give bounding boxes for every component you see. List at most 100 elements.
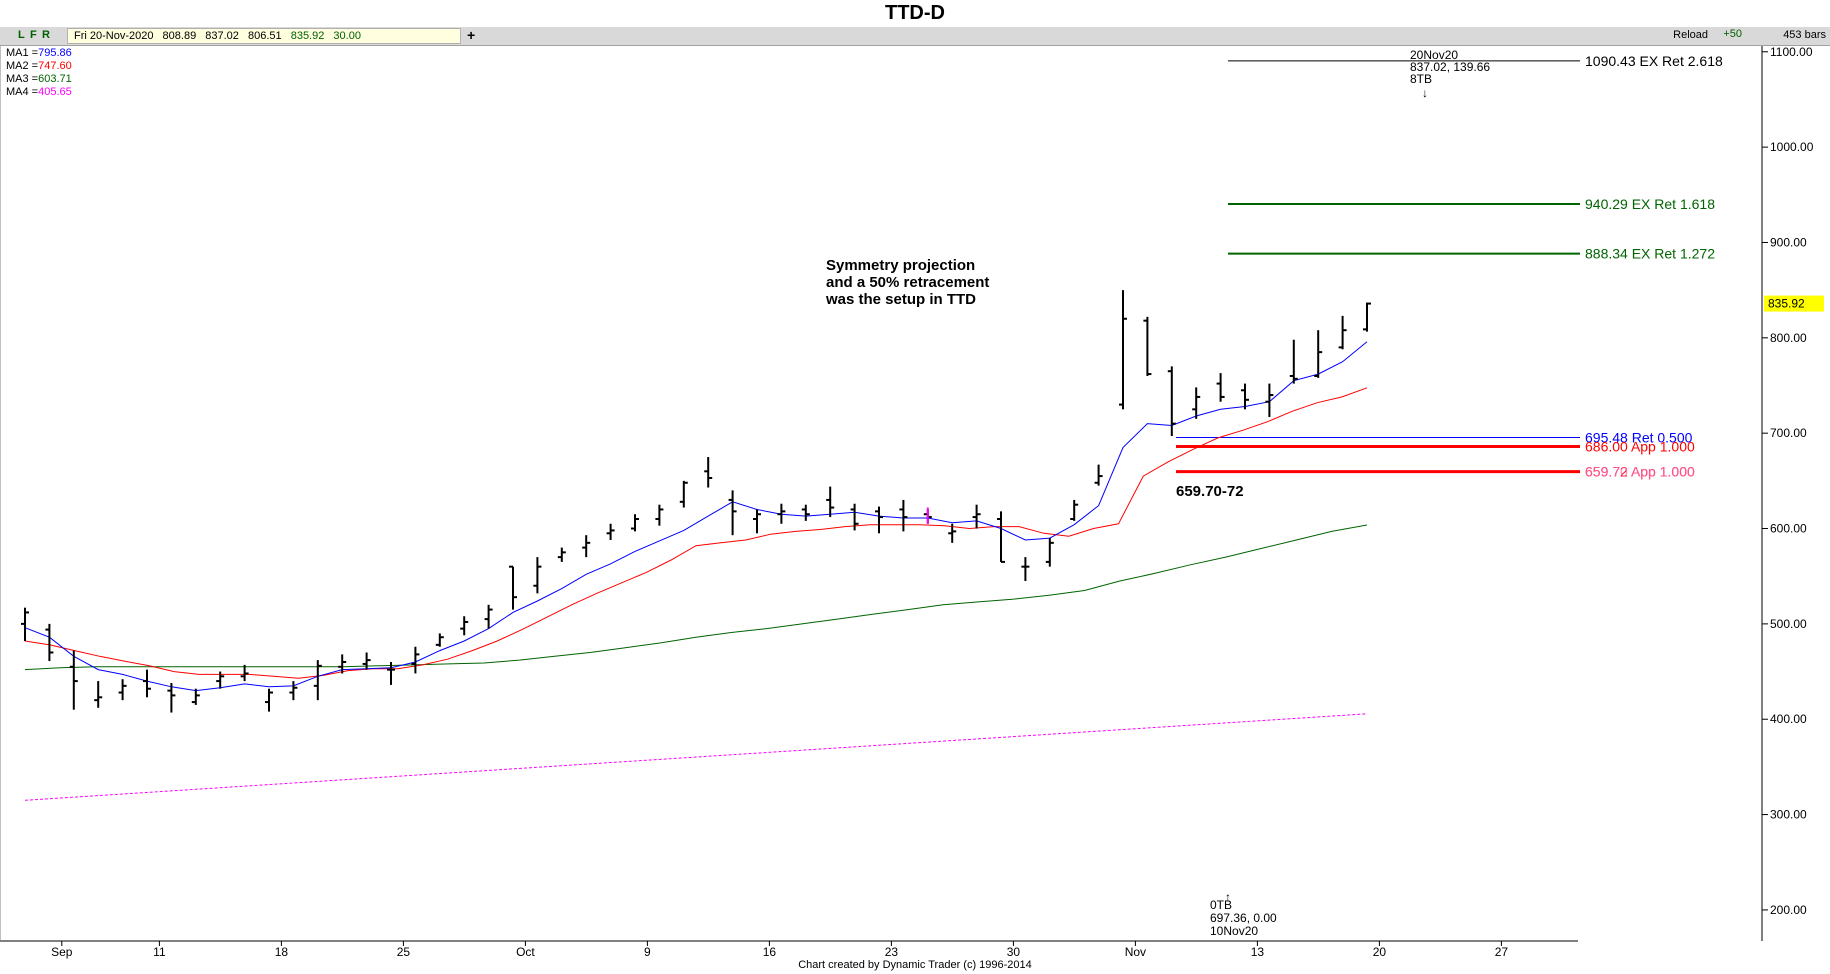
zone-annotation: 659.70-72 — [1176, 483, 1244, 500]
x-tick-label: 11 — [153, 945, 166, 959]
x-tick-label: 30 — [1007, 945, 1021, 959]
high-pivot-line: 837.02, 139.66 — [1410, 60, 1490, 74]
ma-legend: MA1 =795.86 MA2 =747.60 MA3 =603.71 MA4 … — [6, 47, 72, 99]
level-label: 940.29 EX Ret 1.618 — [1585, 196, 1715, 212]
ohlc-bar — [948, 523, 957, 543]
ohlc-bar — [655, 504, 664, 526]
last-price-tag — [1764, 295, 1824, 312]
low-pivot-line: 697.36, 0.00 — [1210, 911, 1277, 925]
ma2-value: 747.60 — [38, 60, 72, 72]
ohlc-bar — [1338, 315, 1347, 350]
ohlc-bar — [1021, 557, 1030, 581]
ohlc-bar — [631, 514, 639, 532]
high-pivot-arrow: ↓ — [1422, 86, 1428, 100]
setup-annotation-line: Symmetry projection — [826, 257, 975, 274]
ohlc-bar — [1070, 499, 1079, 521]
ohlc-bar — [1314, 330, 1323, 378]
x-tick-label: 25 — [397, 945, 411, 959]
reload-button[interactable]: Reload — [1673, 29, 1708, 41]
ohlc-bar — [582, 535, 591, 558]
ohlc-bar — [533, 557, 542, 594]
ohlc-bar — [1094, 464, 1103, 486]
ma2-legend-item: MA2 =747.60 — [6, 60, 72, 73]
ohlc-bar — [45, 623, 54, 662]
ohlc-bar — [435, 633, 444, 647]
ohlc-bar — [972, 504, 981, 529]
y-axis: 1100.00 1000.00 900.00 800.00 700.00 600.00 50… — [1762, 45, 1824, 917]
y-tick-label: 400.00 — [1770, 712, 1807, 726]
ohlc-bar — [1265, 383, 1274, 417]
ohlc-bar — [21, 607, 29, 642]
plus50-button[interactable]: +50 — [1723, 28, 1742, 40]
x-tick-label: 13 — [1251, 945, 1265, 959]
x-tick-label: 18 — [275, 945, 289, 959]
ohlc-bar — [1119, 290, 1127, 410]
info-close: 835.92 — [290, 30, 325, 42]
ohlc-bar — [484, 604, 493, 629]
ma2-label: MA2 = — [6, 60, 39, 72]
ohlc-bar — [1167, 366, 1176, 437]
ohlc-bar — [289, 681, 298, 701]
ohlc-bar — [216, 671, 225, 689]
last-price-label: 835.92 — [1768, 297, 1805, 311]
x-tick-label: 23 — [885, 945, 899, 959]
level-label-overlap: 659.70 App 1.000 — [1585, 464, 1695, 480]
ma1-legend-item: MA1 =795.86 — [6, 47, 72, 60]
toolbar: L F R Fri 20-Nov-2020 808.89 837.02 806.… — [0, 27, 1830, 46]
info-open: 808.89 — [162, 30, 197, 42]
level-label: 1090.43 EX Ret 2.618 — [1585, 53, 1723, 69]
ohlc-bar — [1241, 383, 1249, 410]
ma2-line — [24, 387, 1368, 679]
info-date: Fri 20-Nov-2020 — [74, 30, 154, 42]
ohlc-bar — [265, 688, 273, 712]
ohlc-bar — [313, 660, 322, 701]
ma4-line — [24, 713, 1368, 801]
low-pivot-arrow: ↑ — [1225, 890, 1231, 904]
ohlc-bar — [143, 669, 151, 698]
ohlc-bar — [460, 616, 469, 636]
ma4-label: MA4 = — [6, 86, 39, 98]
y-tick-label: 200.00 — [1770, 903, 1807, 917]
bar-info-box: Fri 20-Nov-2020 808.89 837.02 806.51 835… — [67, 28, 461, 44]
ma1-value: 795.86 — [38, 47, 72, 59]
y-tick-label: 700.00 — [1770, 426, 1807, 440]
ohlc-bar — [753, 509, 761, 534]
reset-mode-button[interactable]: R — [42, 29, 50, 41]
ma3-legend-item: MA3 =603.71 — [6, 73, 72, 86]
bar-count: 453 bars — [1783, 29, 1826, 41]
x-tick-label: Nov — [1125, 945, 1146, 959]
ohlc-bar — [875, 506, 883, 534]
level-lines: 1090.43 EX Ret 2.618 940.29 EX Ret 1.618 8… — [1176, 53, 1723, 480]
ohlc-bar — [606, 523, 615, 540]
setup-annotation-line: and a 50% retracement — [826, 274, 989, 291]
ohlc-bar — [997, 511, 1005, 563]
setup-annotation-line: was the setup in TTD — [825, 291, 976, 308]
ohlc-bar — [362, 652, 371, 670]
ohlc-bar — [850, 503, 859, 531]
ma4-legend-item: MA4 =405.65 — [6, 86, 72, 99]
y-tick-label: 800.00 — [1770, 331, 1807, 345]
high-pivot-line: 8TB — [1410, 72, 1432, 86]
ma1-label: MA1 = — [6, 47, 39, 59]
low-pivot-line: 0TB — [1210, 898, 1232, 912]
line-mode-button[interactable]: L — [18, 29, 25, 41]
ohlc-bar — [1216, 373, 1225, 402]
y-tick-label: 1000.00 — [1770, 140, 1814, 154]
ohlc-bar — [94, 681, 103, 708]
x-tick-label: 27 — [1495, 945, 1509, 959]
high-pivot-line: 20Nov20 — [1410, 48, 1458, 62]
level-label: 695.48 Ret 0.500 — [1585, 429, 1693, 445]
add-button[interactable]: + — [467, 27, 476, 43]
ohlc-bar — [557, 547, 566, 562]
ohlc-bar — [118, 679, 127, 701]
level-label: 888.34 EX Ret 1.272 — [1585, 246, 1715, 262]
ohlc-bar — [191, 688, 200, 705]
x-tick-label: Oct — [516, 945, 535, 959]
ohlc-bar — [679, 480, 688, 508]
fib-mode-button[interactable]: F — [30, 29, 37, 41]
ohlc-bar — [338, 654, 347, 674]
chart-title: TTD-D — [885, 2, 945, 24]
ohlc-bar — [1045, 538, 1054, 567]
